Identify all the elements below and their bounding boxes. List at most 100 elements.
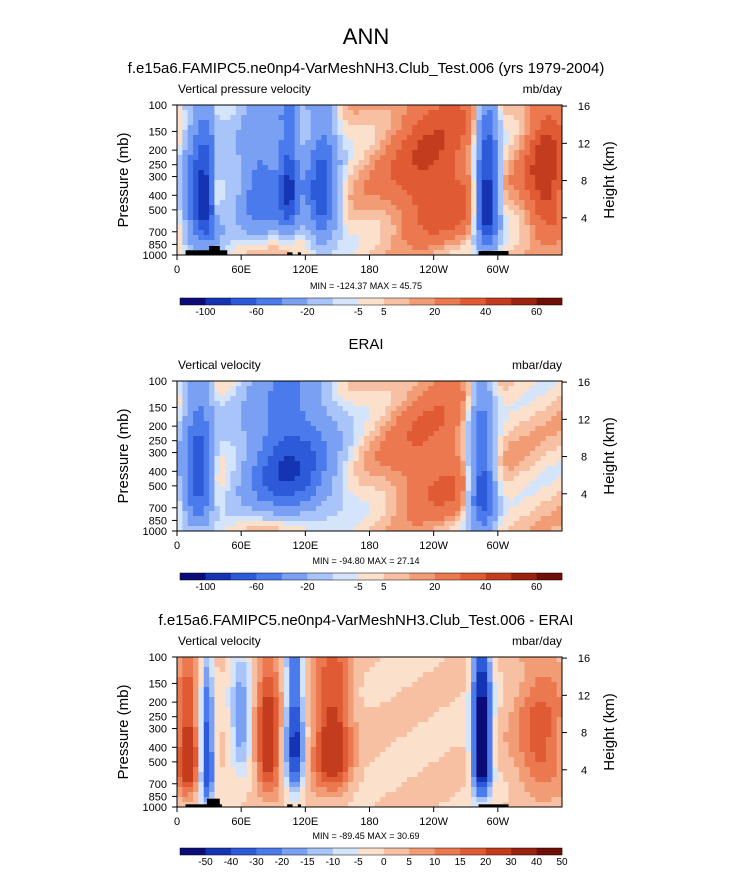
heatmap-cell [251,185,258,191]
heatmap-cell [551,501,558,507]
heatmap-cell [283,145,290,151]
heatmap-cell [433,411,440,417]
heatmap-cell [508,250,515,256]
heatmap-cell [177,185,183,191]
heatmap-cell [321,175,328,181]
heatmap-cell [342,105,349,111]
heatmap-cell [353,235,360,241]
heatmap-cell [551,200,558,206]
heatmap-cell [262,245,269,251]
heatmap-cell [433,506,440,512]
heatmap-cell [310,416,317,422]
heatmap-cell [305,180,312,186]
heatmap-cell [358,205,365,211]
heatmap-cell [406,190,413,196]
heatmap-cell [177,461,183,467]
heatmap-cell [545,175,552,181]
heatmap-cell [390,120,397,126]
heatmap-cell [508,200,515,206]
heatmap-cell [246,672,253,678]
heatmap-cell [551,416,558,422]
heatmap-cell [385,105,392,111]
heatmap-cell [481,140,488,146]
heatmap-cell [326,130,333,136]
heatmap-cell [481,436,488,442]
heatmap-cell [337,110,344,116]
heatmap-cell [369,220,376,226]
heatmap-cell [283,130,290,136]
heatmap-cell [481,411,488,417]
heatmap-cell [342,391,349,397]
colorbar-label: 5 [381,582,387,593]
heatmap-cell [305,516,312,522]
heatmap-cell [294,662,301,668]
heatmap-cell [182,672,189,678]
heatmap-cell [299,411,306,417]
heatmap-cell [460,662,467,668]
heatmap-cell [545,120,552,126]
heatmap-cell [406,175,413,181]
heatmap-cell [519,682,525,688]
heatmap-cell [364,451,370,457]
heatmap-cell [364,175,370,181]
heatmap-cell [374,521,381,527]
heatmap-cell [257,391,263,397]
heatmap-cell [219,115,226,121]
heatmap-cell [455,240,461,246]
heatmap-cell [273,501,279,507]
heatmap-cell [374,687,381,693]
colorbar-label: 20 [429,307,441,318]
heatmap-cell [257,476,263,482]
heatmap-cell [513,486,520,492]
heatmap-cell [273,190,279,196]
heatmap-cell [455,205,461,211]
heatmap-cell [524,386,531,392]
heatmap-cell [326,516,333,522]
heatmap-cell [476,110,483,116]
heatmap-cell [556,657,563,663]
heatmap-cell [241,481,247,487]
heatmap-cell [396,170,402,176]
heatmap-cell [182,476,189,482]
heatmap-cell [487,521,493,527]
heatmap-cell [353,130,360,136]
heatmap-cell [551,205,558,211]
heatmap-cell [332,441,338,447]
heatmap-cell [257,250,263,256]
y-right-axis-label: Height (km) [601,417,618,495]
heatmap-cell [508,396,515,402]
heatmap-cell [529,235,536,241]
heatmap-cell [545,511,552,517]
heatmap-cell [257,436,263,442]
heatmap-cell [380,667,386,673]
heatmap-cell [503,662,509,668]
heatmap-cell [401,416,408,422]
heatmap-cell [342,516,349,522]
heatmap-cell [182,180,189,186]
heatmap-cell [251,406,258,412]
heatmap-cell [374,120,381,126]
heatmap-cell [519,491,525,497]
heatmap-cell [267,441,274,447]
heatmap-cell [348,687,354,693]
colorbar-swatch [409,573,435,580]
heatmap-cell [193,381,199,387]
heatmap-cell [535,416,542,422]
heatmap-cell [214,426,221,432]
heatmap-cell [497,115,504,121]
heatmap-cell [273,416,279,422]
x-tick-label: 180 [360,264,378,276]
heatmap-cell [396,476,402,482]
heatmap-cell [332,431,338,437]
heatmap-cell [251,170,258,176]
heatmap-cell [406,476,413,482]
heatmap-cell [412,230,419,236]
heatmap-cell [198,456,205,462]
heatmap-cell [262,441,269,447]
heatmap-cell [353,135,360,141]
heatmap-cell [273,180,279,186]
heatmap-cell [241,496,247,502]
heatmap-cell [235,235,242,241]
heatmap-cell [374,205,381,211]
heatmap-cell [251,451,258,457]
